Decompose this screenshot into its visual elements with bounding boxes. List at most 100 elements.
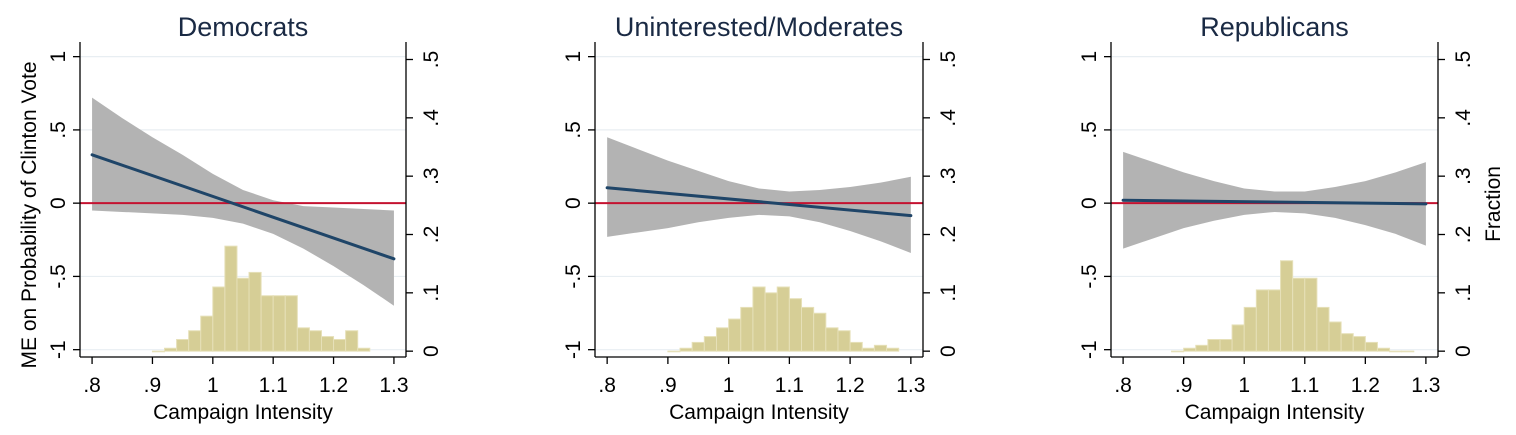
hist-bar-16 xyxy=(345,330,359,352)
hist-bar-12 xyxy=(1316,306,1330,352)
hist-bar-19 xyxy=(1401,350,1415,353)
hist-bar-17 xyxy=(357,347,371,352)
x-tick-label-1: .9 xyxy=(659,374,677,397)
hist-bar-18 xyxy=(1389,350,1403,353)
hist-bar-8 xyxy=(1267,289,1282,352)
hist-bar-4 xyxy=(1219,339,1233,352)
y-tick-label-0: -1 xyxy=(562,340,585,359)
hist-bar-17 xyxy=(1376,347,1391,352)
x-tick-label-0: .8 xyxy=(83,374,101,397)
hist-bar-10 xyxy=(1292,277,1306,352)
hist-bar-11 xyxy=(1304,277,1318,352)
hist-bar-16 xyxy=(861,347,875,352)
y2-tick-label-2: .2 xyxy=(420,226,443,244)
hist-bar-5 xyxy=(1231,324,1245,352)
x-tick-label-4: 1.2 xyxy=(1351,374,1380,397)
hist-bar-13 xyxy=(1328,321,1342,352)
y2-tick-label-2: .2 xyxy=(1452,226,1475,244)
marginal-effect-line xyxy=(90,153,396,261)
hist-bar-15 xyxy=(333,339,347,352)
hist-bar-7 xyxy=(1255,289,1269,352)
y2-tick-label-3: .3 xyxy=(1452,167,1475,185)
panel-moderates: -1 -.5 0 .5 1 0 .1 .2 .3 .4 .5 .8 .9 1 1.1 1.2 1.3 Campai… xyxy=(562,12,960,424)
x-axis-title: Campaign Intensity xyxy=(1185,401,1365,424)
hist-bar-12 xyxy=(813,312,827,352)
hist-bar-4 xyxy=(200,315,214,352)
hist-bar-2 xyxy=(176,339,190,352)
hist-bar-14 xyxy=(837,330,851,352)
y-tick-label-4: 1 xyxy=(47,51,70,63)
x-tick-label-2: 1 xyxy=(1238,374,1250,397)
hist-bar-3 xyxy=(188,330,202,352)
y2-tick-label-0: 0 xyxy=(937,345,960,357)
hist-bar-5 xyxy=(212,286,226,352)
hist-bar-7 xyxy=(236,277,250,352)
hist-bar-6 xyxy=(224,245,238,352)
y2-tick-label-5: .5 xyxy=(937,51,960,69)
hist-bar-6 xyxy=(1243,306,1257,352)
hist-bar-14 xyxy=(1340,333,1354,352)
hist-bar-10 xyxy=(788,298,803,352)
x-tick-label-5: 1.3 xyxy=(1411,374,1440,397)
hist-bar-12 xyxy=(296,327,310,352)
panel-title: Uninterested/Moderates xyxy=(615,12,903,42)
hist-bar-11 xyxy=(284,295,298,352)
hist-bar-8 xyxy=(764,292,778,352)
x-tick-label-2: 1 xyxy=(723,374,735,397)
hist-bar-9 xyxy=(776,286,790,352)
hist-bar-0 xyxy=(1171,350,1185,353)
hist-bar-16 xyxy=(1364,341,1378,352)
confidence-band xyxy=(607,137,911,253)
hist-bar-18 xyxy=(886,347,900,352)
y2-tick-label-3: .3 xyxy=(937,167,960,185)
hist-bar-0 xyxy=(667,350,681,353)
hist-bar-6 xyxy=(740,306,754,352)
y-tick-label-2: 0 xyxy=(562,197,585,209)
x-tick-label-5: 1.3 xyxy=(896,374,925,397)
hist-bar-1 xyxy=(164,347,178,352)
y2-tick-label-5: .5 xyxy=(420,51,443,69)
marginal-effect-line xyxy=(605,186,913,218)
hist-bar-1 xyxy=(679,347,693,352)
y2-tick-label-0: 0 xyxy=(1452,345,1475,357)
x-tick-label-0: .8 xyxy=(1114,374,1132,397)
y-tick-label-0: -1 xyxy=(47,340,70,359)
hist-bar-4 xyxy=(715,327,730,352)
panel-title: Republicans xyxy=(1200,12,1349,42)
left-axis-title: ME on Probability of Clinton Vote xyxy=(18,61,41,368)
hist-bar-9 xyxy=(1280,260,1294,352)
hist-bar-1 xyxy=(1183,347,1197,352)
x-tick-label-3: 1.1 xyxy=(259,374,288,397)
hist-bar-0 xyxy=(151,350,166,353)
right-axis-title: Fraction xyxy=(1482,166,1505,242)
y-tick-label-1: -.5 xyxy=(562,264,585,289)
y-tick-label-3: .5 xyxy=(1078,121,1101,139)
panel-title: Democrats xyxy=(178,12,309,42)
hist-bar-14 xyxy=(320,336,335,352)
y2-tick-label-0: 0 xyxy=(420,345,443,357)
y2-tick-label-3: .3 xyxy=(420,167,443,185)
marginal-effect-line xyxy=(1121,198,1428,206)
hist-bar-13 xyxy=(825,327,839,352)
y-tick-label-2: 0 xyxy=(47,197,70,209)
hist-bar-9 xyxy=(260,295,274,352)
hist-bar-17 xyxy=(873,344,888,352)
y-tick-label-1: -.5 xyxy=(47,264,70,289)
x-tick-label-1: .9 xyxy=(144,374,162,397)
x-tick-label-2: 1 xyxy=(207,374,219,397)
x-axis-title: Campaign Intensity xyxy=(669,401,849,424)
hist-bar-11 xyxy=(801,306,815,352)
y-tick-label-4: 1 xyxy=(1078,51,1101,63)
hist-bar-3 xyxy=(1207,339,1221,352)
hist-bar-7 xyxy=(752,286,766,352)
hist-bar-15 xyxy=(1352,336,1366,352)
x-tick-label-4: 1.2 xyxy=(836,374,865,397)
y-tick-label-2: 0 xyxy=(1078,197,1101,209)
x-tick-label-5: 1.3 xyxy=(379,374,408,397)
panel-republicans: -1 -.5 0 .5 1 0 .1 .2 .3 .4 .5 .8 .9 1 1.1 1.2 1.3 Campai… xyxy=(1078,12,1475,424)
hist-bar-10 xyxy=(272,295,286,352)
x-tick-label-3: 1.1 xyxy=(775,374,804,397)
hist-bar-15 xyxy=(849,341,863,352)
hist-bar-8 xyxy=(248,271,262,352)
